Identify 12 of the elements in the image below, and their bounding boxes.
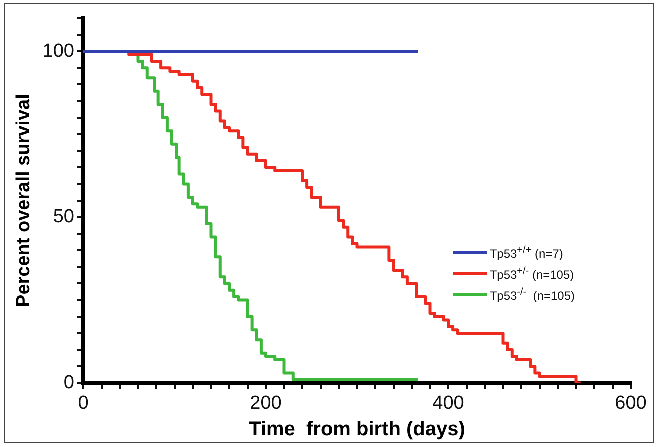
y-tick-label: 100 [42,40,74,62]
legend-label: Tp53$^{+/-}$ (n=105) [490,265,574,284]
legend-label: Tp53$^{-/-}$ (n=105) [490,286,575,305]
y-tick-label: 50 [53,206,74,228]
y-axis-title: Percent overall survival [14,94,35,308]
y-tick-label: 0 [64,372,74,394]
legend-label: Tp53$^{+/+}$ (n=7) [490,244,564,263]
x-tick-label: 200 [250,392,282,414]
x-tick-label: 600 [615,392,647,414]
x-tick-label: 400 [432,392,464,414]
x-tick-label: 0 [78,392,89,414]
x-axis-title: Time from birth (days) [249,418,466,441]
